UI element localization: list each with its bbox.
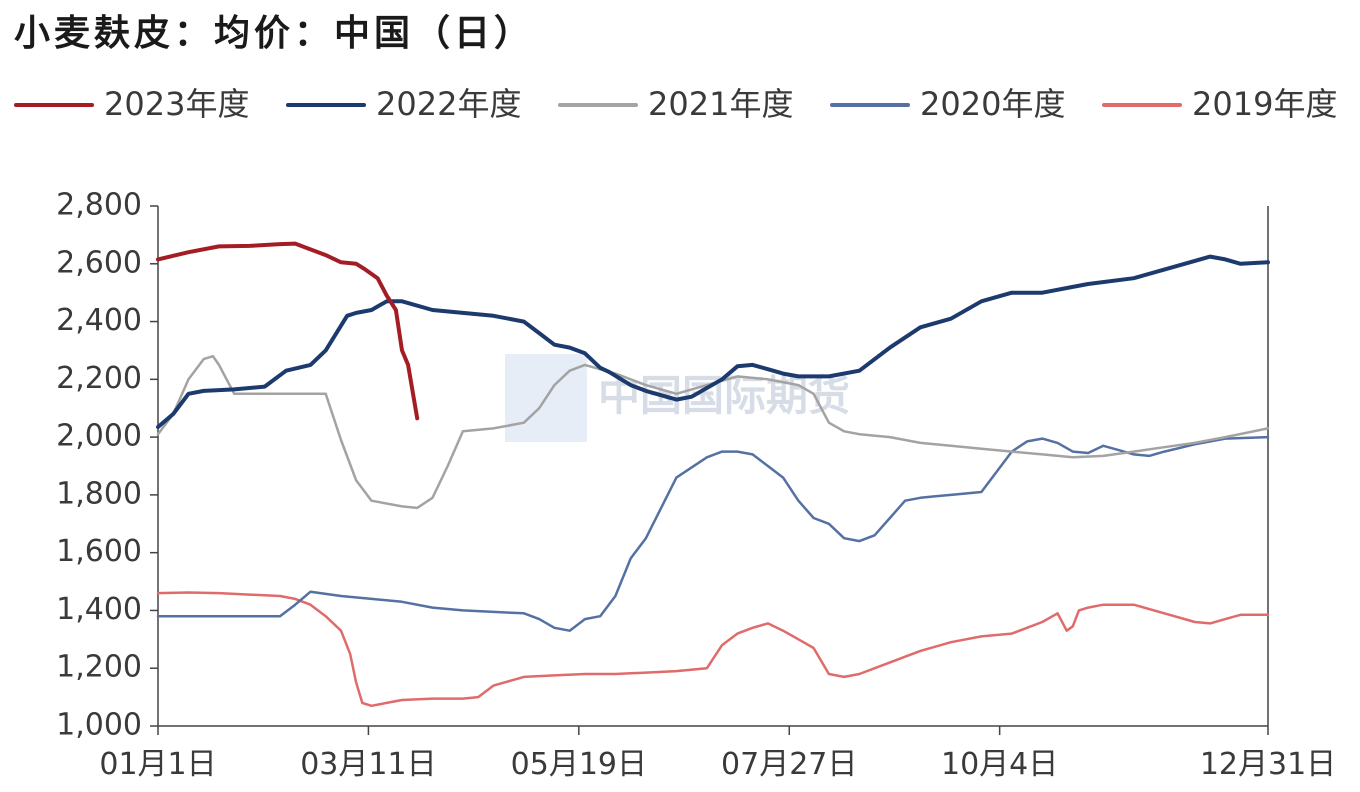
- series-line-2023年度: [156, 241, 420, 421]
- x-tick-label: 10月4日: [941, 747, 1058, 782]
- chart-legend: 2023年度 2022年度 2021年度 2020年度 2019年度: [14, 82, 1354, 126]
- series-line-2021年度: [156, 354, 1270, 510]
- series-line-2019年度: [156, 591, 1270, 708]
- legend-swatch-2019: [1102, 103, 1182, 107]
- y-tick-label: 2,200: [56, 361, 142, 396]
- y-tick-label: 2,800: [56, 188, 142, 223]
- y-tick-label: 2,400: [56, 303, 142, 338]
- y-tick-label: 1,200: [56, 650, 142, 685]
- legend-label-2022: 2022年度: [376, 85, 522, 123]
- y-tick-label: 1,600: [56, 534, 142, 569]
- legend-label-2021: 2021年度: [648, 85, 794, 123]
- y-tick-label: 1,800: [56, 476, 142, 511]
- legend-swatch-2021: [558, 103, 638, 107]
- series-layer: [156, 241, 1270, 708]
- series-line-2020年度: [156, 435, 1270, 632]
- legend-swatch-2022: [286, 103, 366, 107]
- x-tick-label: 01月1日: [99, 747, 216, 782]
- y-tick-label: 1,000: [56, 708, 142, 743]
- x-tick-label: 07月27日: [721, 747, 857, 782]
- x-tick-label: 05月19日: [511, 747, 647, 782]
- y-tick-label: 2,600: [56, 245, 142, 280]
- y-tick-label: 2,000: [56, 419, 142, 454]
- x-tick-label: 03月11日: [300, 747, 436, 782]
- legend-label-2020: 2020年度: [920, 85, 1066, 123]
- y-tick-label: 1,400: [56, 592, 142, 627]
- legend-label-2019: 2019年度: [1192, 85, 1338, 123]
- axes: 1,000 1,200 1,400 1,600 1,800 2,000 2,200 2,400…: [56, 188, 1336, 783]
- legend-swatch-2023: [14, 103, 94, 107]
- x-tick-label: 12月31日: [1200, 747, 1336, 782]
- page-title: 小麦麸皮：均价：中国（日）: [14, 13, 535, 54]
- legend-swatch-2020: [830, 103, 910, 107]
- legend-label-2023: 2023年度: [104, 85, 250, 123]
- series-line-2022年度: [156, 254, 1270, 429]
